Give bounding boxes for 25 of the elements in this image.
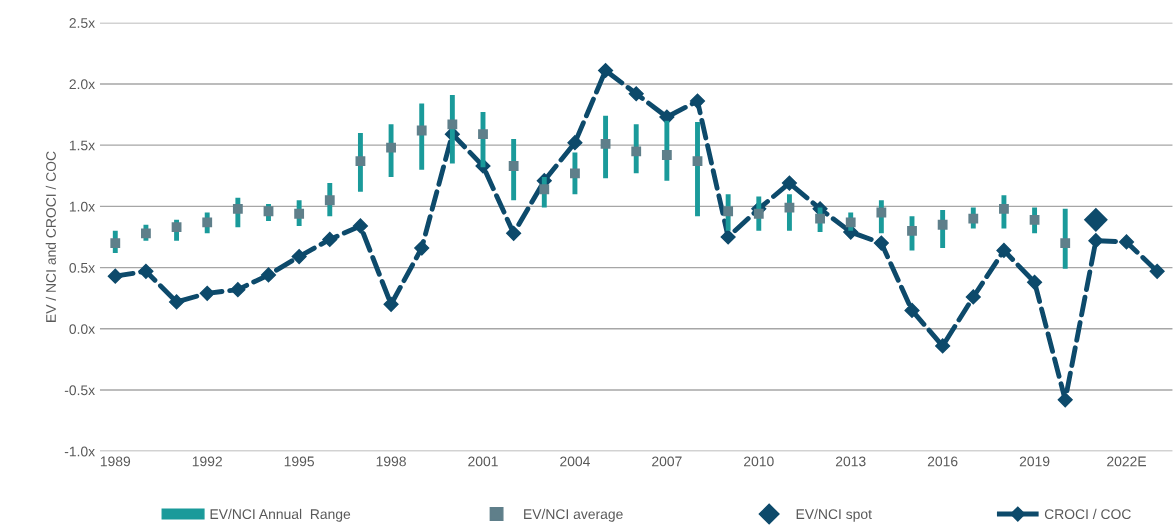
- x-tick-label: 1992: [192, 456, 222, 467]
- y-tick-label: -0.5x: [64, 385, 95, 396]
- x-tick-label: 1998: [376, 456, 406, 467]
- x-tick-label: 2013: [835, 456, 866, 467]
- y-tick-label: 1.5x: [69, 140, 95, 151]
- x-tick-label: 2010: [744, 456, 774, 467]
- y-tick-label: 0.0x: [69, 324, 95, 334]
- legend-label: EV/NCI spot: [796, 508, 872, 522]
- legend-label: CROCI / COC: [1044, 508, 1131, 520]
- y-axis-title: EV / NCI and CROCI / COC: [45, 151, 56, 322]
- x-tick-label: 2007: [652, 456, 682, 467]
- x-tick-label: 2016: [927, 456, 958, 467]
- y-tick-label: 1.0x: [69, 201, 95, 212]
- y-tick-label: 2.5x: [69, 18, 95, 28]
- legend-label: EV/NCI average: [524, 508, 623, 522]
- y-tick-label: 0.5x: [69, 262, 95, 273]
- y-tick-label: 2.0x: [69, 79, 95, 90]
- x-tick-label: 2001: [468, 456, 498, 467]
- x-tick-label: 2022E: [1107, 456, 1146, 467]
- x-tick-label: 2004: [560, 456, 590, 467]
- y-tick-label: -1.0x: [64, 446, 95, 457]
- x-tick-label: 2019: [1019, 456, 1050, 467]
- legend-label: EV/NCI Annual Range: [210, 508, 351, 522]
- x-tick-label: 1995: [284, 456, 315, 467]
- x-tick-label: 1989: [100, 456, 131, 467]
